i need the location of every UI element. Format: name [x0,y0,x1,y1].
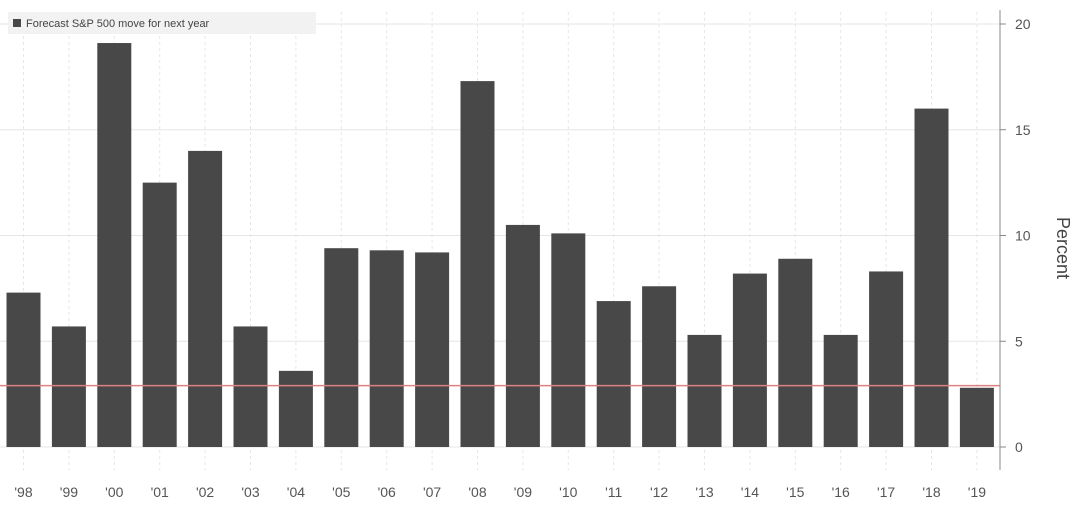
x-tick-label: '05 [332,484,350,500]
x-tick-label: '14 [741,484,759,500]
bar-05 [324,248,359,447]
bar-18 [914,108,949,447]
bar-00 [97,43,132,447]
bar-02 [188,150,223,447]
bar-06 [369,250,404,447]
x-tick-label: '19 [968,484,986,500]
x-tick-label: '16 [832,484,850,500]
bar-13 [687,334,722,447]
x-tick-label: '09 [514,484,532,500]
y-tick-label: 5 [1015,333,1023,349]
bar-98 [6,292,41,447]
legend: Forecast S&P 500 move for next year [8,12,316,34]
bar-17 [869,271,904,447]
x-tick-label: '12 [650,484,668,500]
x-tick-label: '15 [786,484,804,500]
y-tick-label: 15 [1015,122,1031,138]
x-tick-label: '07 [423,484,441,500]
bar-01 [142,182,177,447]
bar-11 [596,301,631,447]
x-tick-label: '06 [378,484,396,500]
x-tick-label: '99 [60,484,78,500]
legend-background [8,12,316,34]
bar-04 [278,370,313,447]
bars [6,43,994,447]
x-tick-label: '08 [468,484,486,500]
y-tick-label: 20 [1015,16,1031,32]
legend-swatch [13,19,21,27]
y-axis-title: Percent [1053,217,1073,279]
x-tick-label: '03 [241,484,259,500]
x-tick-label: '02 [196,484,214,500]
x-tick-label: '98 [14,484,32,500]
bar-15 [778,258,813,447]
x-tick-label: '18 [922,484,940,500]
x-axis-labels: '98 '99 '00 '01 '02 '03 '04 '05 '06 '07 '08 '09 '10 '… [14,484,986,500]
bar-19 [959,387,994,447]
bar-14 [732,273,767,447]
bar-10 [551,233,586,447]
y-tick-label: 10 [1015,228,1031,244]
bar-07 [415,252,450,447]
x-tick-label: '04 [287,484,305,500]
bar-16 [823,334,858,447]
bar-09 [505,224,540,447]
bar-99 [51,326,86,447]
x-tick-label: '01 [151,484,169,500]
x-tick-label: '00 [105,484,123,500]
x-tick-label: '13 [695,484,713,500]
bar-08 [460,81,495,447]
y-tick-label: 0 [1015,439,1023,455]
y-axis: 0 5 10 15 20 [999,10,1031,470]
bar-12 [642,286,677,447]
legend-label: Forecast S&P 500 move for next year [26,18,210,30]
x-tick-label: '17 [877,484,895,500]
x-tick-label: '10 [559,484,577,500]
bar-03 [233,326,268,447]
x-tick-label: '11 [605,484,622,500]
